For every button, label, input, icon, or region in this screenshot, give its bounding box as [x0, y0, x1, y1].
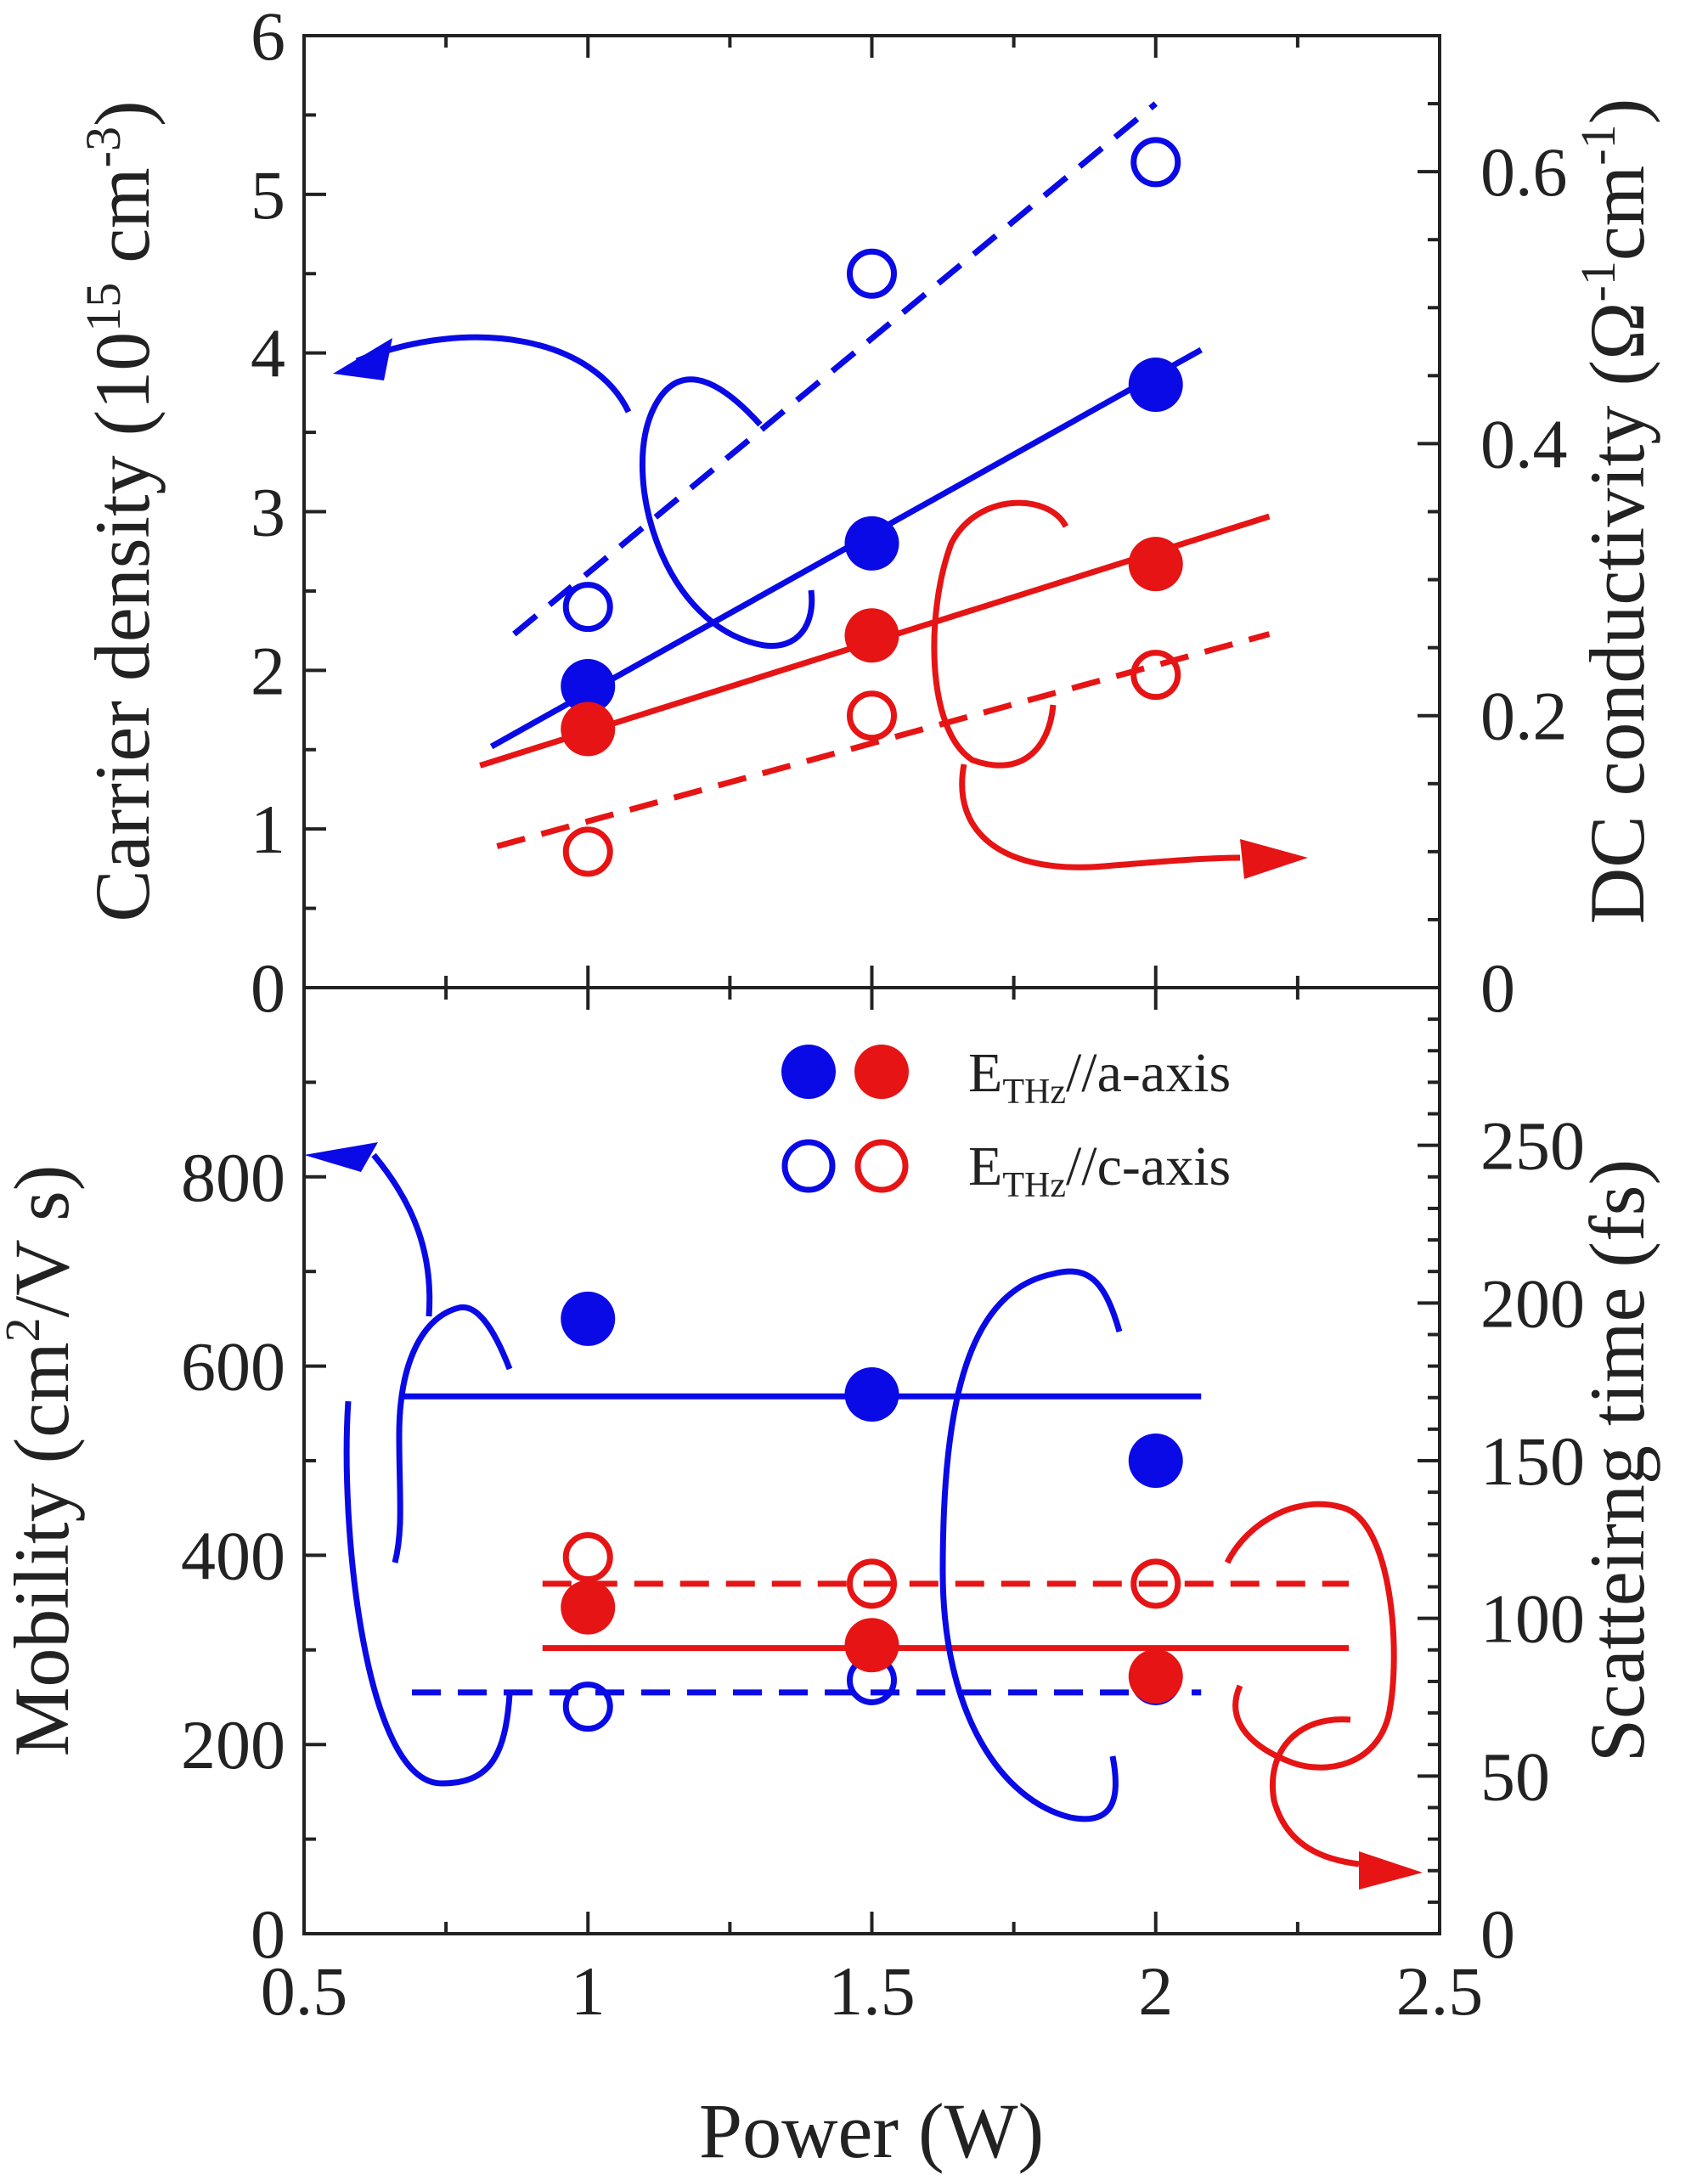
data-point-filled — [561, 701, 616, 757]
bottom-red-arrow — [1224, 1501, 1397, 1867]
data-point-filled — [844, 1618, 899, 1673]
x-tick-label: 0.5 — [261, 1952, 348, 2030]
data-point-filled — [561, 1580, 616, 1635]
y-right-tick-label: 250 — [1480, 1107, 1585, 1185]
bottom-red-arrowhead — [1359, 1851, 1423, 1890]
data-point-open — [562, 1681, 613, 1732]
tick-labels: 0 1 2 3 4 5 6 0 0.2 0.4 0.6 0 200 400 600 800 0 50 100 150 2… — [181, 0, 1585, 2030]
bottom-blue-arrow — [343, 1152, 1123, 1822]
data-point-filled — [1128, 358, 1183, 413]
y-left-tick-label: 0 — [251, 1896, 285, 1973]
legend-marker-c-open-blue — [781, 1139, 836, 1193]
bottom-left-axis-title: Mobility (cm2/V s) — [0, 1165, 85, 1757]
y-left-tick-label: 3 — [251, 474, 285, 551]
data-points — [561, 137, 1183, 1732]
y-left-tick-label: 1 — [251, 791, 285, 868]
y-left-tick-label: 6 — [251, 0, 285, 75]
data-point-open — [562, 582, 613, 633]
data-point-open — [847, 690, 897, 741]
data-point-filled — [561, 659, 616, 714]
legend-marker-a-filled-blue — [781, 1045, 836, 1099]
legend-marker-c-open-red — [854, 1139, 909, 1193]
y-left-tick-label: 4 — [251, 315, 285, 392]
top-red-arrow — [931, 499, 1241, 870]
fit-lines — [400, 101, 1350, 1696]
y-right-tick-label: 100 — [1480, 1580, 1585, 1658]
data-point-open — [847, 248, 897, 299]
x-axis-title: Power (W) — [699, 2087, 1044, 2174]
y-left-tick-label: 5 — [251, 156, 285, 234]
y-right-tick-label: 150 — [1480, 1422, 1585, 1500]
top-panel-frame — [302, 34, 1441, 989]
y-left-tick-label: 0 — [251, 949, 285, 1027]
x-tick-label: 1 — [571, 1952, 606, 2030]
top-blue-arrowhead — [333, 338, 392, 380]
bottom-right-axis-title: Scatteirng time (fs) — [1574, 1159, 1660, 1762]
data-point-filled — [1128, 1434, 1183, 1488]
x-tick-label: 2 — [1138, 1952, 1173, 2030]
top-left-axis-title: Carrier density (1015 cm-3) — [76, 100, 166, 921]
legend-label-a-axis: ETHz//a-axis — [968, 1042, 1231, 1112]
y-right-tick-label: 0.2 — [1480, 678, 1568, 755]
data-point-filled — [1128, 537, 1183, 592]
y-left-tick-label: 200 — [181, 1706, 285, 1783]
y-left-tick-label: 400 — [181, 1517, 285, 1594]
fit-line — [512, 101, 1158, 637]
top-right-axis-title: DC conductivity (Ω-1cm-1) — [1570, 99, 1660, 924]
y-right-tick-label: 50 — [1480, 1738, 1550, 1815]
bottom-blue-arrowhead — [304, 1142, 378, 1172]
data-point-filled — [844, 1367, 899, 1422]
data-point-filled — [844, 515, 899, 571]
data-point-open — [1130, 137, 1181, 188]
legend-label-c-axis: ETHz//c-axis — [968, 1135, 1231, 1205]
legend: ETHz//a-axis ETHz//c-axis — [781, 1042, 1231, 1205]
data-point-filled — [844, 608, 899, 663]
y-right-tick-label: 0 — [1480, 949, 1515, 1027]
y-right-tick-label: 0 — [1480, 1896, 1515, 1973]
y-left-tick-label: 800 — [181, 1139, 285, 1216]
top-red-arrowhead — [1240, 839, 1308, 879]
data-point-open — [562, 1532, 613, 1583]
data-point-open — [1130, 1558, 1181, 1609]
x-tick-label: 2.5 — [1396, 1952, 1484, 2030]
y-right-tick-label: 0.6 — [1480, 133, 1568, 211]
fit-line — [496, 631, 1271, 849]
data-point-filled — [561, 1291, 616, 1346]
y-left-tick-label: 600 — [181, 1328, 285, 1405]
data-point-open — [1130, 650, 1181, 701]
top-blue-arrow — [355, 334, 815, 650]
data-point-open — [562, 826, 613, 877]
axis-ticks — [302, 34, 1441, 1935]
axis-arrows — [304, 334, 1423, 1890]
axis-titles: Carrier density (1015 cm-3) DC conductiv… — [0, 99, 1660, 2174]
legend-marker-a-filled-red — [854, 1045, 909, 1099]
y-right-tick-label: 0.4 — [1480, 405, 1568, 482]
y-left-tick-label: 2 — [251, 632, 285, 709]
bottom-panel-frame — [302, 986, 1441, 1935]
x-tick-label: 1.5 — [828, 1952, 916, 2030]
y-right-tick-label: 200 — [1480, 1265, 1585, 1342]
data-point-open — [847, 1558, 897, 1609]
data-point-filled — [1128, 1648, 1183, 1704]
